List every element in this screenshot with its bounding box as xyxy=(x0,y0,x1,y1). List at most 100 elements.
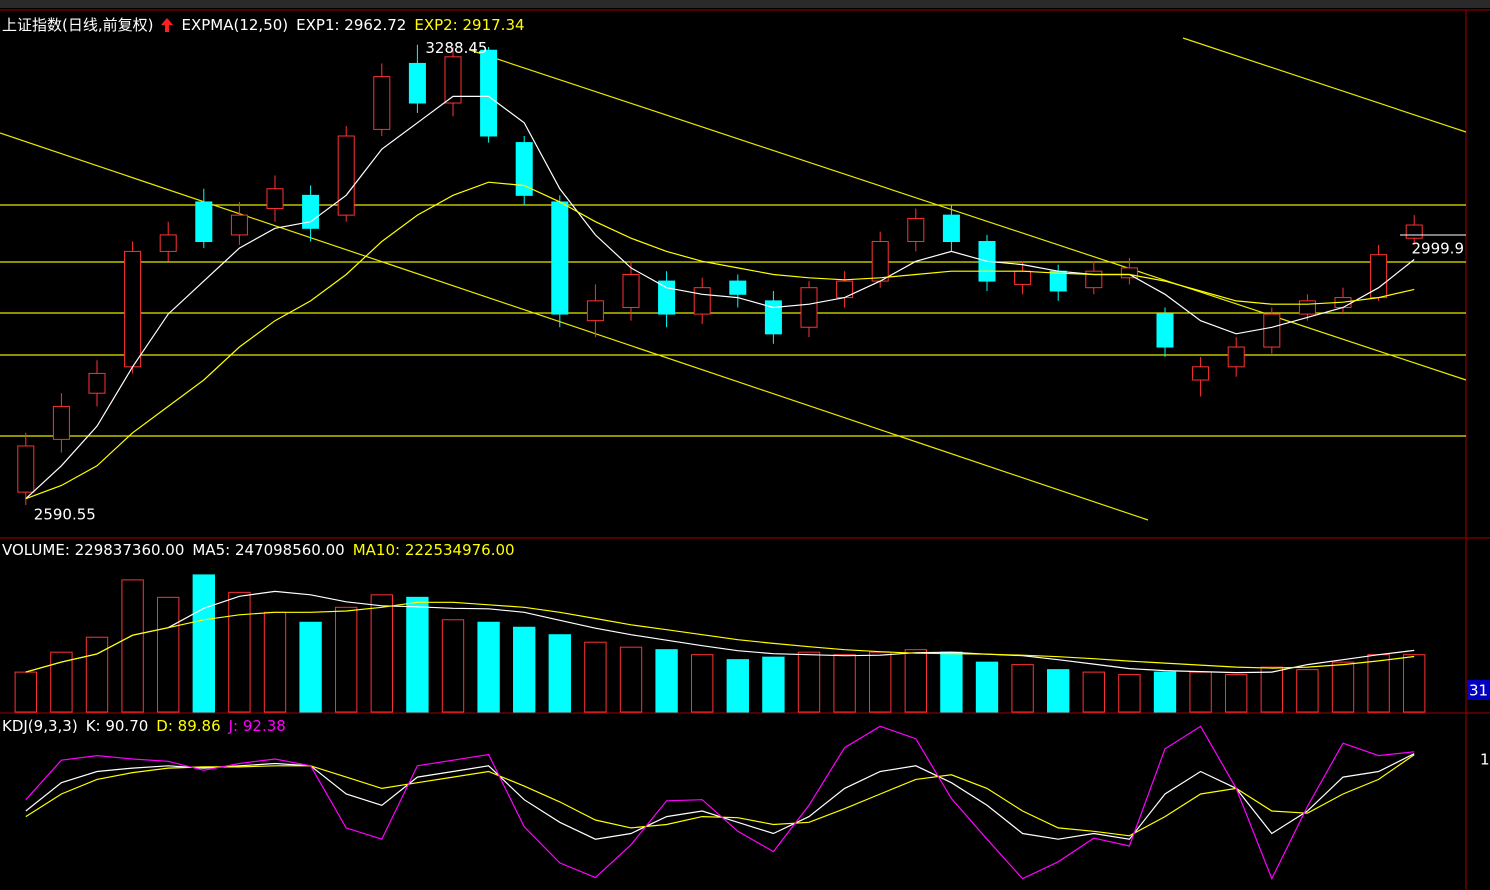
volume-bar xyxy=(940,651,963,713)
indicator-line xyxy=(25,725,1415,881)
trend-line xyxy=(1182,37,1467,133)
volume-bar xyxy=(406,596,429,713)
right-axis-label: 31 xyxy=(1469,682,1488,700)
legend-entry: J: 92.38 xyxy=(228,717,286,735)
volume-bar xyxy=(762,656,785,713)
indicator-line xyxy=(25,95,1415,500)
indicator-line xyxy=(25,590,1415,674)
legend-entry: EXP1: 2962.72 xyxy=(296,15,407,34)
volume-bar xyxy=(192,574,215,713)
volume-bar xyxy=(833,654,856,713)
candle-body xyxy=(1049,270,1067,292)
trend-line xyxy=(0,132,1149,521)
volume-bar xyxy=(14,671,37,713)
volume-bar xyxy=(477,621,500,713)
candle-body xyxy=(373,76,391,130)
candle-body xyxy=(1085,270,1103,289)
candle-body xyxy=(764,300,782,335)
axis-label-box xyxy=(1467,680,1490,700)
candle-body xyxy=(658,280,676,315)
indicator-name: EXPMA(12,50) xyxy=(181,15,289,34)
candle-body xyxy=(230,214,248,236)
candle-body xyxy=(515,142,533,196)
volume-bar xyxy=(1118,674,1141,713)
volume-bar xyxy=(1260,666,1283,713)
volume-bar xyxy=(975,661,999,713)
volume-bar xyxy=(726,659,749,713)
volume-bar xyxy=(50,651,73,713)
candle-body xyxy=(266,188,284,210)
candle-body xyxy=(480,49,498,137)
volume-bar xyxy=(619,646,643,713)
volume-bar xyxy=(869,651,892,713)
candle-body xyxy=(124,250,142,368)
volume-bar xyxy=(441,619,465,713)
candle-body xyxy=(729,280,747,295)
candle-body xyxy=(800,287,818,328)
volume-bar xyxy=(584,641,607,713)
volume-bar xyxy=(1189,671,1212,713)
legend-entry: MA10: 222534976.00 xyxy=(352,541,515,559)
volume-bar xyxy=(299,621,322,713)
candle-body xyxy=(551,201,569,315)
volume-bar xyxy=(1331,661,1355,713)
volume-bar xyxy=(1047,669,1070,713)
legend-entry: MA5: 247098560.00 xyxy=(192,541,345,559)
candle-body xyxy=(302,194,320,229)
volume-bar xyxy=(904,649,927,713)
volume-bar xyxy=(335,606,358,713)
extreme-label: 2590.55 xyxy=(34,505,96,523)
legend-entry: K: 90.70 xyxy=(85,717,149,735)
panel-title: 上证指数(日线,前复权) xyxy=(2,16,154,34)
trend-line xyxy=(469,49,1467,381)
volume-bar xyxy=(513,626,536,713)
volume-bar xyxy=(1225,674,1248,713)
volume-bar xyxy=(85,636,109,713)
volume-bar xyxy=(263,611,287,713)
candle-body xyxy=(195,201,213,243)
candle-body xyxy=(159,234,177,252)
candle-body xyxy=(1263,313,1281,348)
extreme-label: 3288.45 xyxy=(425,39,487,57)
panel-title: KDJ(9,3,3) xyxy=(2,717,78,735)
candle-body xyxy=(1298,300,1316,315)
volume-bar xyxy=(370,594,393,713)
candle-body xyxy=(1192,366,1210,381)
candle-body xyxy=(871,241,889,282)
indicator-line xyxy=(25,181,1415,500)
legend-entry: EXP2: 2917.34 xyxy=(414,15,525,34)
toolbar-strip xyxy=(0,0,1490,8)
candle-body xyxy=(1405,224,1423,239)
right-axis-label: 1 xyxy=(1480,751,1490,769)
volume-bar xyxy=(121,579,144,713)
candle-body xyxy=(88,372,106,394)
volume-bar xyxy=(1403,654,1426,713)
candle-body xyxy=(1014,270,1032,285)
arrow xyxy=(161,17,174,32)
indicator-line xyxy=(25,601,1415,673)
volume-bar xyxy=(548,634,571,713)
volume-bar xyxy=(1367,654,1390,713)
signal-icon xyxy=(161,17,174,32)
volume-bar xyxy=(797,651,821,713)
candle-body xyxy=(1227,346,1245,368)
volume-bar xyxy=(228,591,251,713)
volume-bar xyxy=(1082,671,1105,713)
candle-body xyxy=(907,217,925,243)
volume-bar xyxy=(1296,669,1319,713)
candle-body xyxy=(444,56,462,104)
legend-entry: VOLUME: 229837360.00 xyxy=(2,541,185,559)
candle-body xyxy=(1120,267,1138,279)
volume-bar xyxy=(157,596,180,713)
volume-bar xyxy=(655,649,678,713)
volume-header: VOLUME: 229837360.00 MA5: 247098560.00 MA1… xyxy=(2,541,515,559)
candle-body xyxy=(337,135,355,216)
drawn-lines xyxy=(0,37,1467,521)
candle-body xyxy=(408,62,426,104)
candle-body xyxy=(942,214,960,243)
price-header: 上证指数(日线,前复权) EXPMA(12,50) EXP1: 2962.72 EXP… xyxy=(2,14,525,35)
candle-body xyxy=(622,273,640,308)
legend-entry: D: 89.86 xyxy=(156,717,221,735)
candle-body xyxy=(1156,313,1174,348)
